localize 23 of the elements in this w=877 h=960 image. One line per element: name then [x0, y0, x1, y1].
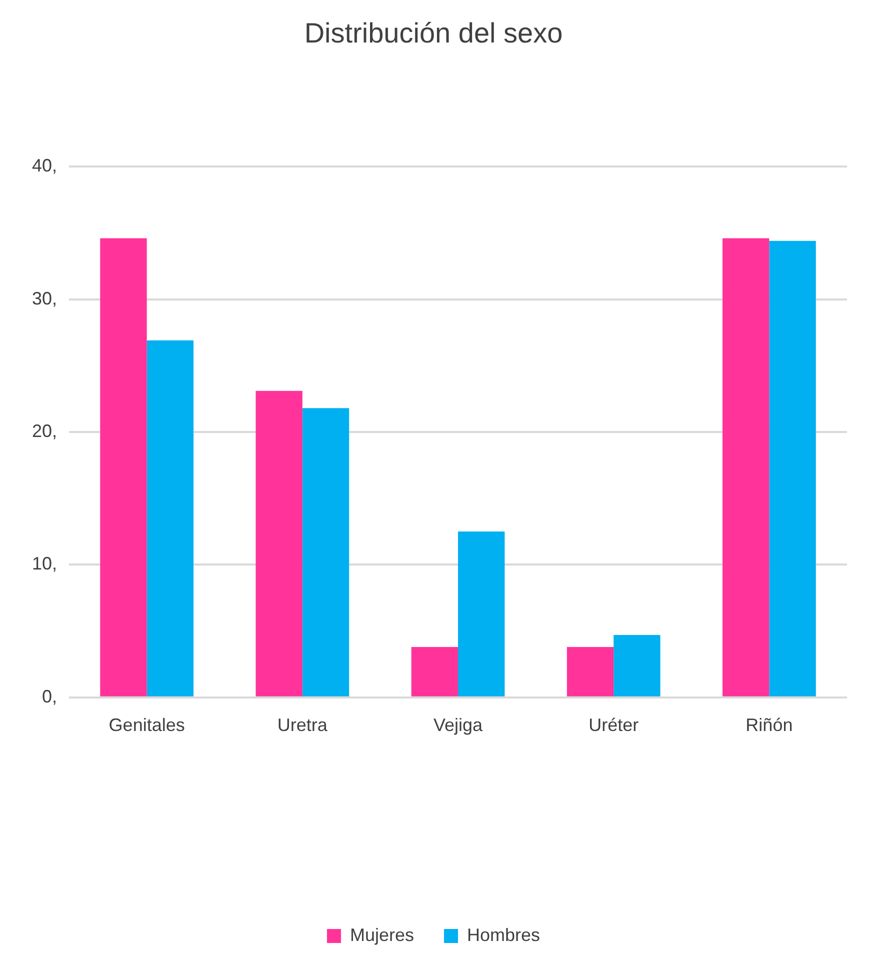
y-tick-label: 30,	[32, 288, 58, 308]
y-tick-label: 20,	[32, 420, 58, 441]
x-tick-label: Uréter	[588, 715, 639, 736]
y-tick-label: 0,	[42, 686, 58, 706]
bar	[256, 390, 302, 696]
y-tick-label: 40,	[32, 156, 58, 176]
chart-title: Distribución del sexo	[304, 18, 563, 49]
legend-label: Hombres	[467, 924, 540, 945]
bar	[769, 240, 816, 696]
x-tick-label: Vejiga	[433, 715, 484, 736]
x-tick-label: Genitales	[108, 715, 185, 736]
x-tick-label: Riñón	[746, 715, 793, 736]
bar	[411, 646, 458, 696]
bar	[722, 238, 770, 696]
legend-label: Mujeres	[350, 924, 414, 945]
x-tick-label: Uretra	[277, 715, 328, 736]
bar	[302, 408, 350, 696]
bar	[458, 532, 505, 696]
y-tick-label: 10,	[32, 554, 58, 574]
bar	[146, 340, 194, 696]
bar	[566, 646, 614, 696]
bar	[614, 635, 660, 696]
bar	[100, 238, 147, 696]
